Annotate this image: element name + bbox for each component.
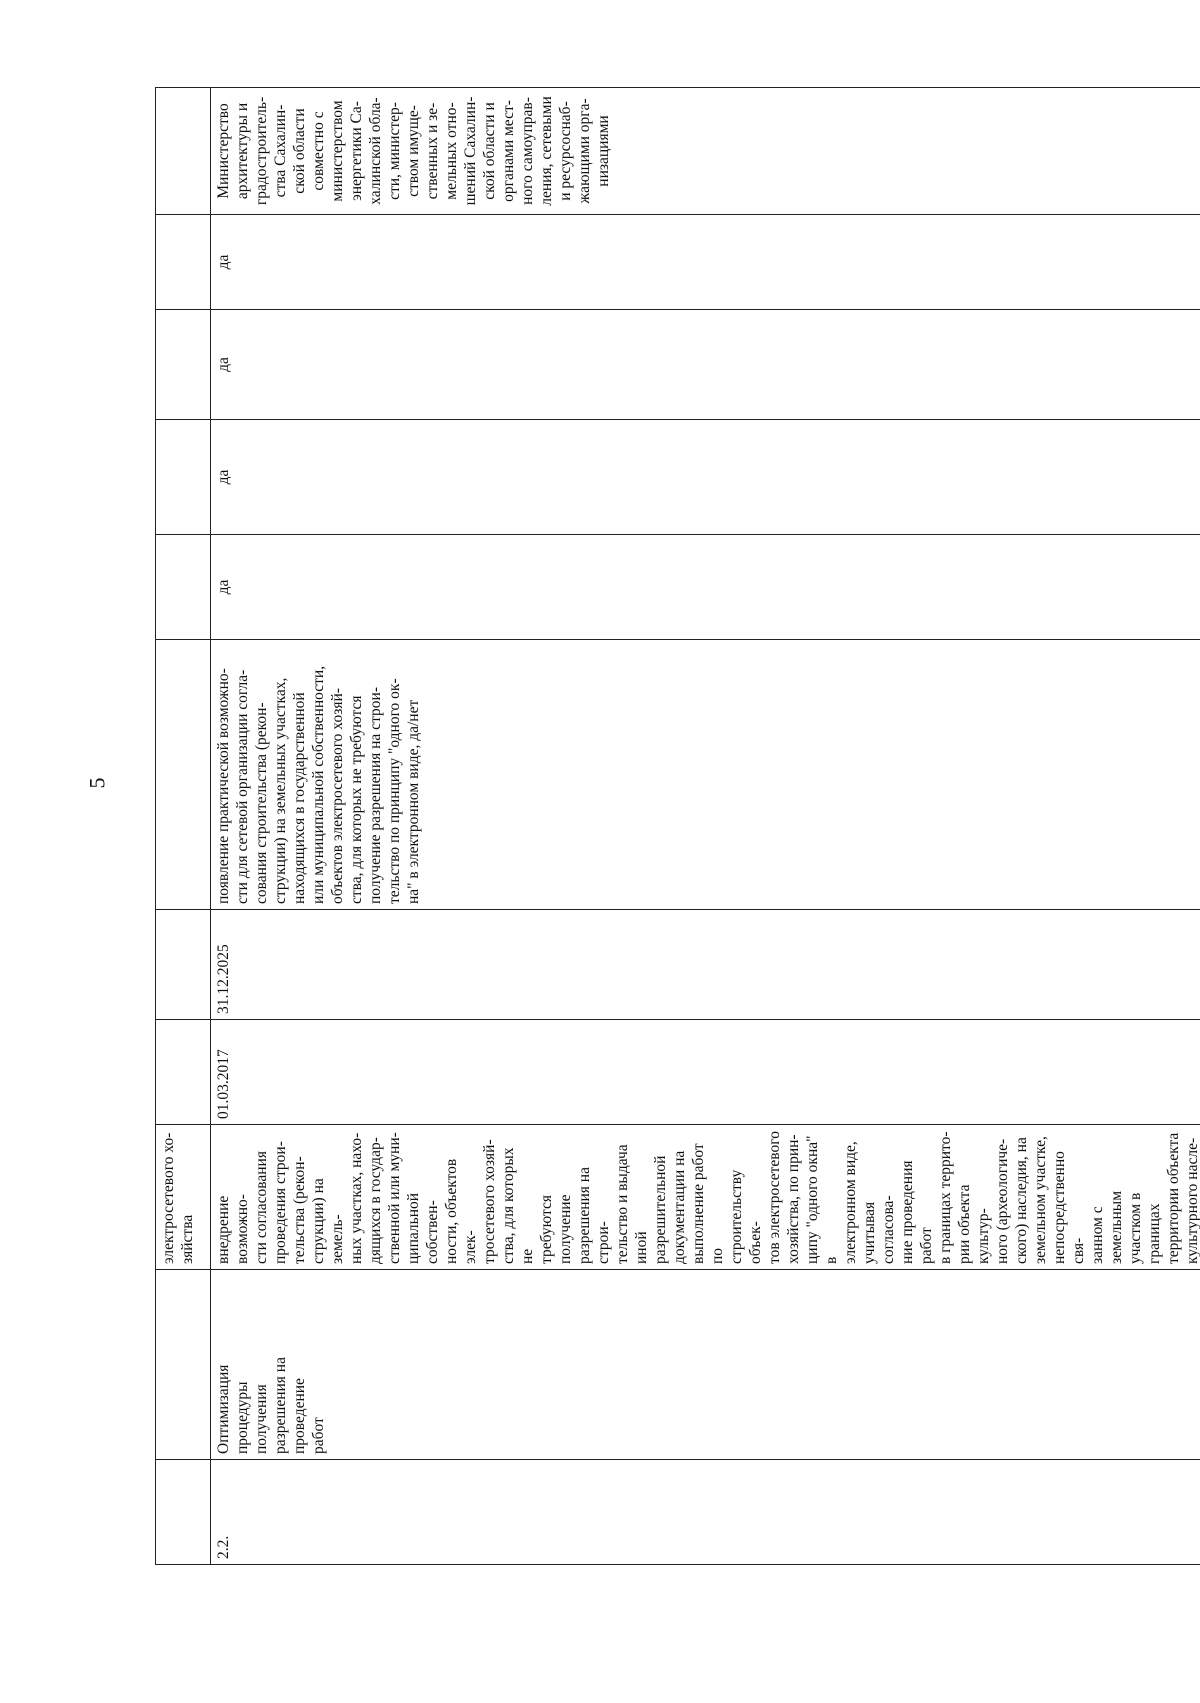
measure-name: Оптимизация процедуры получения разрешен… [210,1269,1200,1460]
plan-table: электросетевого хо- зяйства 2.2. Оптимиз… [155,87,1200,1565]
header-cell [155,1019,211,1125]
indicator: появление практической возможно- сти для… [210,639,1200,910]
value-cell: да [210,214,1200,310]
header-cell [155,534,211,640]
table-header-continuation-row: электросетевого хо- зяйства [155,87,211,1565]
value-cell: да [210,419,1200,535]
responsible: Министерство архитектуры и градостроител… [210,87,1200,215]
rotated-table-wrapper: электросетевого хо- зяйства 2.2. Оптимиз… [155,87,1200,1565]
header-cell [155,909,211,1020]
header-cell [155,639,211,910]
value-cell: да [210,534,1200,640]
header-cell [155,214,211,310]
table-row: 2.2. Оптимизация процедуры получения раз… [210,87,1200,1565]
measure-description: внедрение возможно- сти согласования про… [210,1124,1200,1270]
row-number: 2.2. [210,1459,1200,1565]
header-cell [155,87,211,215]
header-cell: электросетевого хо- зяйства [155,1124,211,1270]
value-cell: да [210,309,1200,420]
header-cell [155,309,211,420]
header-cell [155,1269,211,1460]
start-date: 01.03.2017 [210,1019,1200,1125]
header-cell [155,1459,211,1565]
page-number: 5 [84,777,110,789]
end-date: 31.12.2025 [210,909,1200,1020]
header-cell [155,419,211,535]
